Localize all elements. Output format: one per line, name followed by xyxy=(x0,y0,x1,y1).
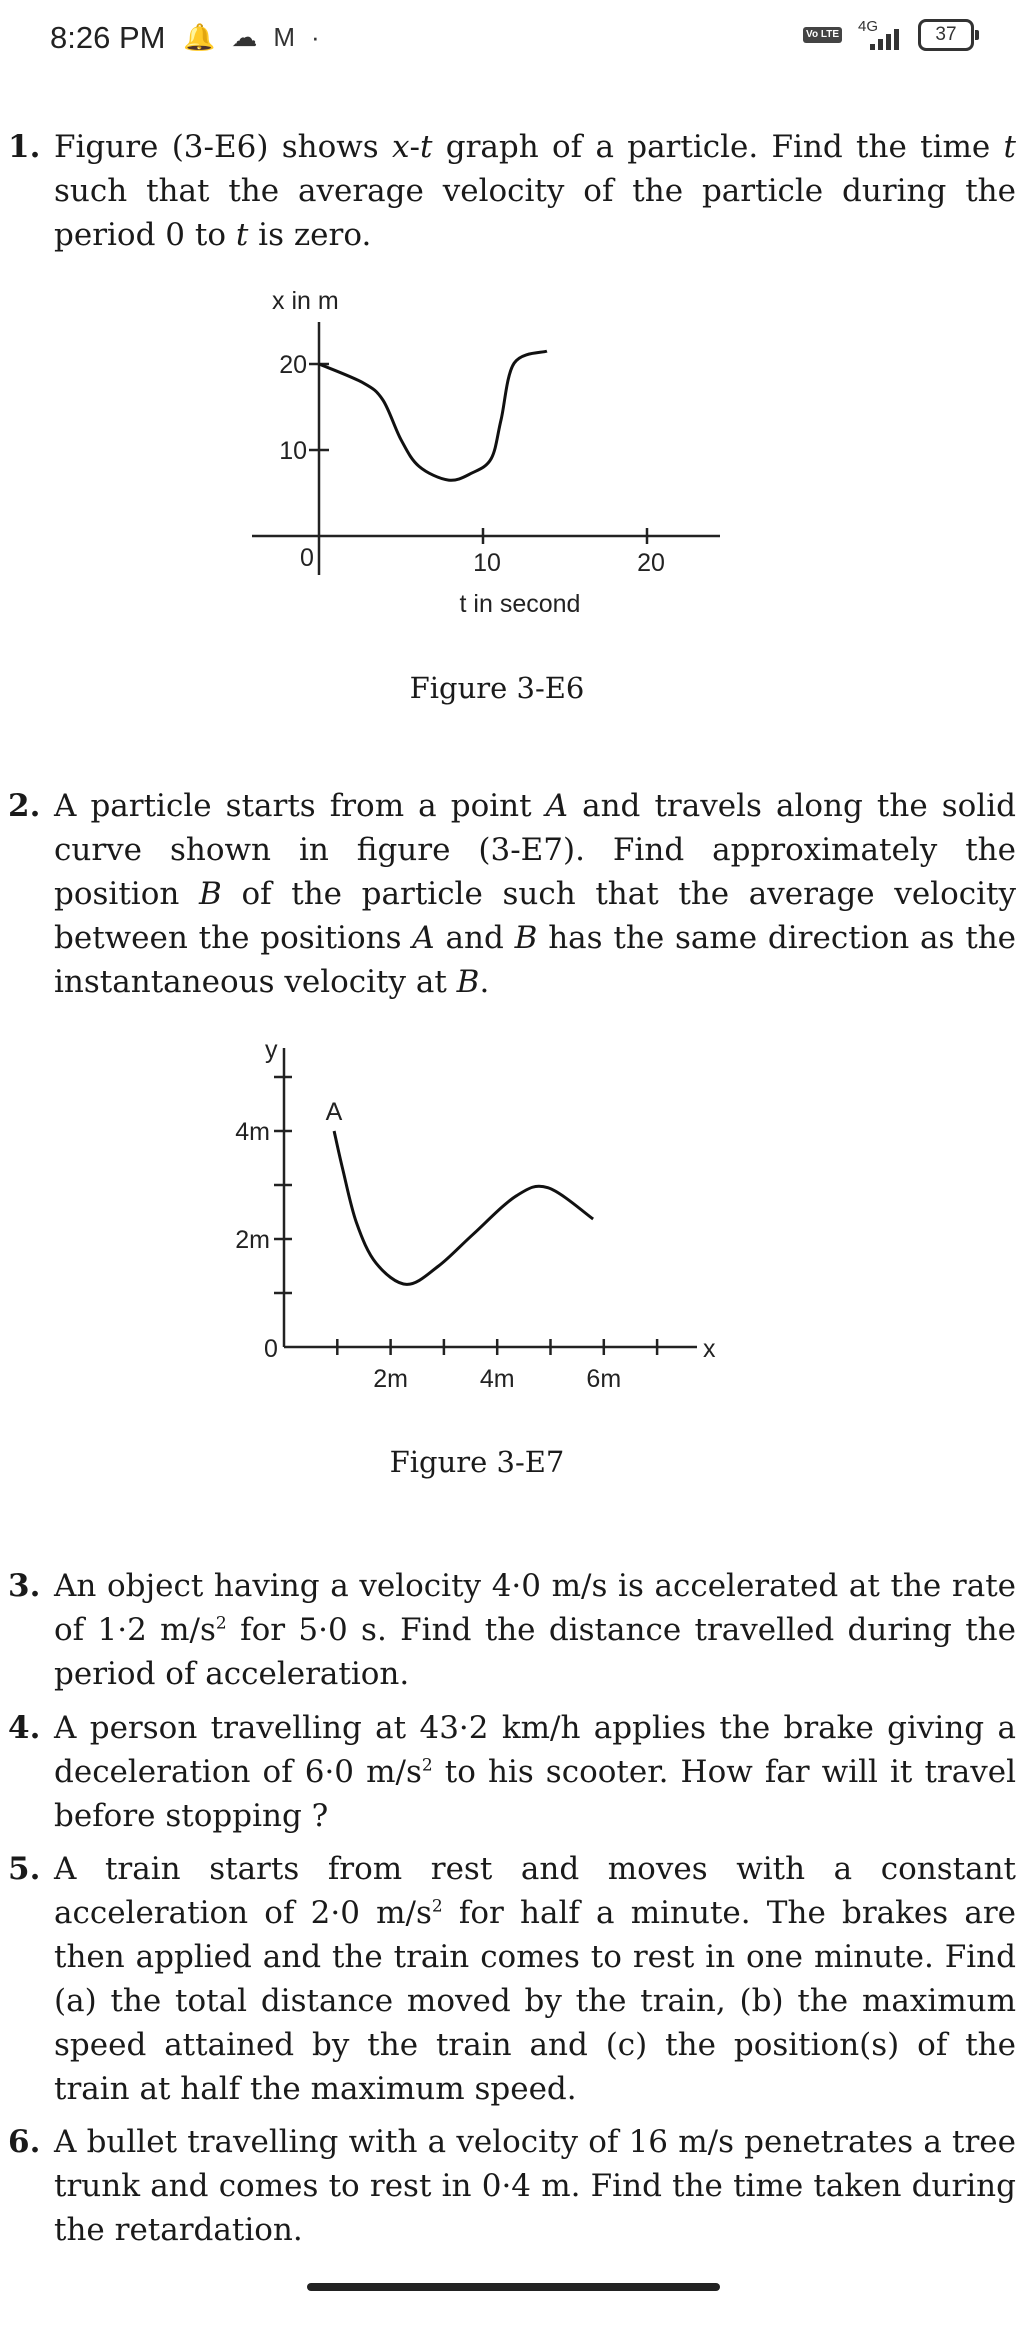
gesture-nav-bar[interactable] xyxy=(307,2283,720,2291)
data-curve xyxy=(332,1130,595,1286)
volte-icon: Vo LTE xyxy=(803,27,842,43)
battery-level: 37 xyxy=(935,24,957,45)
italic-variable: t xyxy=(419,129,433,165)
question-number: 1. xyxy=(8,129,41,165)
text-segment: to his scooter. How far will it travel b… xyxy=(54,1754,1016,1834)
signal-icon: 4G xyxy=(852,18,908,52)
question-number: 3. xyxy=(8,1568,41,1604)
text-segment: is zero. xyxy=(248,217,372,253)
italic-variable: t xyxy=(235,217,249,253)
question-text: A bullet travelling with a velocity of 1… xyxy=(54,2120,1016,2252)
y-tick-label: 10 xyxy=(279,437,307,465)
question-3: 3. An object having a velocity 4·0 m/s is… xyxy=(8,1564,1016,1696)
question-2: 2. A particle starts from a point A and t… xyxy=(8,784,1016,1004)
text-segment: such that the average velocity of the pa… xyxy=(54,173,1016,253)
question-4: 4. A person travelling at 43·2 km/h appli… xyxy=(8,1706,1016,1838)
origin-label: 0 xyxy=(264,1335,278,1363)
text-segment: A bullet travelling with a velocity of 1… xyxy=(54,2124,1016,2248)
x-tick-label: 20 xyxy=(637,549,665,577)
text-segment: has the same direction as the instantane… xyxy=(54,920,1017,1000)
battery-icon: 37 xyxy=(918,19,979,51)
data-curve xyxy=(318,349,548,482)
text-segment: An object having a velocity 4·0 m/s is a… xyxy=(54,1568,1016,1648)
figure-caption: Figure 3-E7 xyxy=(390,1445,565,1479)
network-type: 4G xyxy=(858,18,879,35)
text-segment: graph of a particle. Find the time xyxy=(432,129,1004,165)
question-6: 6. A bullet travelling with a velocity of… xyxy=(8,2120,1016,2252)
y-axis-label: x in m xyxy=(272,287,339,315)
figure-caption: Figure 3-E6 xyxy=(410,671,585,705)
italic-variable: A xyxy=(412,920,435,956)
italic-variable: B xyxy=(456,964,480,1000)
question-5: 5. A train starts from rest and moves wit… xyxy=(8,1847,1016,2111)
x-axis-label: t in second xyxy=(460,590,581,618)
superscript: 2 xyxy=(431,1896,443,1917)
question-number: 4. xyxy=(8,1710,41,1746)
y-axis-label: y xyxy=(265,1036,278,1064)
question-number: 5. xyxy=(8,1851,41,1887)
question-text: A particle starts from a point A and tra… xyxy=(54,784,1016,1004)
origin-label: 0 xyxy=(300,544,314,572)
question-number: 2. xyxy=(8,788,41,824)
x-tick-label: 4m xyxy=(480,1365,515,1393)
italic-variable: B xyxy=(199,876,222,912)
italic-variable: t xyxy=(1003,129,1016,165)
point-a-label: A xyxy=(326,1098,343,1126)
status-bar: 8:26 PM 🔔 ☁ M · Vo LTE 4G 37 xyxy=(0,0,1024,76)
text-segment: - xyxy=(409,129,420,165)
x-tick-label: 10 xyxy=(473,549,501,577)
text-segment: Figure (3-E6) shows xyxy=(54,129,393,165)
text-segment: for half a minute. The brakes are then a… xyxy=(54,1895,1017,2107)
text-segment: and travels along the solid curve shown … xyxy=(54,788,1016,912)
x-tick-label: 2m xyxy=(373,1365,408,1393)
text-segment: and xyxy=(434,920,515,956)
gmail-icon: M xyxy=(273,22,296,52)
question-number: 6. xyxy=(8,2124,41,2160)
text-segment: for 5·0 s. Find the distance travelled d… xyxy=(54,1612,1016,1692)
text-segment: A train starts from rest and moves with … xyxy=(54,1851,1016,1931)
notification-bell-icon: 🔔 xyxy=(183,22,216,52)
question-text: A person travelling at 43·2 km/h applies… xyxy=(54,1706,1016,1838)
x-axis-label: x xyxy=(703,1335,716,1363)
italic-variable: B xyxy=(514,920,538,956)
text-segment: A particle starts from a point xyxy=(54,788,546,824)
text-segment: of the particle such that the average ve… xyxy=(54,876,1016,956)
question-text: A train starts from rest and moves with … xyxy=(54,1847,1016,2111)
superscript: 2 xyxy=(421,1755,433,1776)
superscript: 2 xyxy=(215,1613,227,1634)
question-text: An object having a velocity 4·0 m/s is a… xyxy=(54,1564,1016,1696)
dot-icon: · xyxy=(311,22,320,52)
text-segment: . xyxy=(479,964,490,1000)
clock: 8:26 PM xyxy=(50,20,166,55)
question-text: Figure (3-E6) shows x-t graph of a parti… xyxy=(54,125,1016,257)
x-tick-label: 6m xyxy=(586,1365,621,1393)
italic-variable: A xyxy=(545,788,569,824)
y-tick-label: 2m xyxy=(235,1226,270,1254)
y-tick-label: 20 xyxy=(279,351,307,379)
y-tick-label: 4m xyxy=(235,1118,270,1146)
italic-variable: x xyxy=(392,129,410,165)
text-segment: A person travelling at 43·2 km/h applies… xyxy=(54,1710,1016,1790)
question-1: 1. Figure (3-E6) shows x-t graph of a par… xyxy=(8,125,1016,257)
cloud-icon: ☁ xyxy=(231,22,258,52)
